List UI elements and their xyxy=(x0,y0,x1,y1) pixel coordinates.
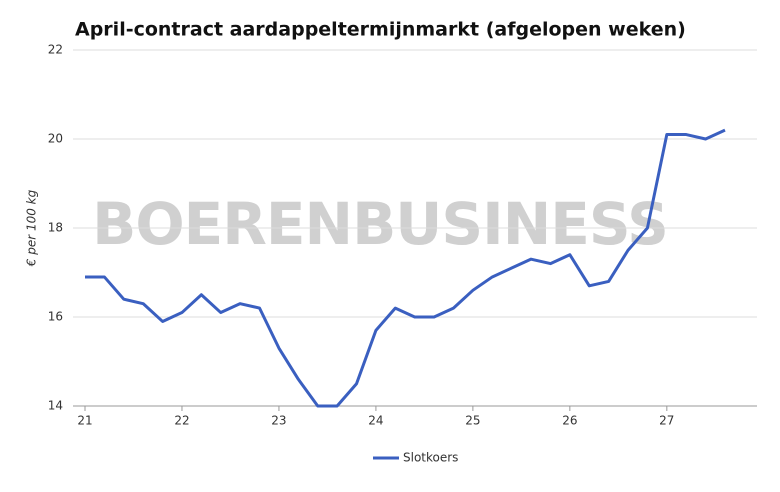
x-tick-label: 25 xyxy=(465,414,480,428)
x-tick-label: 21 xyxy=(77,414,92,428)
y-tick-label: 14 xyxy=(48,399,63,413)
y-tick-label: 16 xyxy=(48,310,63,324)
y-tick-label: 22 xyxy=(48,43,63,57)
chart-title: April-contract aardappeltermijnmarkt (af… xyxy=(75,19,686,41)
x-tick-label: 22 xyxy=(174,414,189,428)
line-series xyxy=(85,128,726,408)
watermark: BOERENBUSINESS xyxy=(92,190,668,258)
y-axis-label: € per 100 kg xyxy=(25,189,39,267)
x-tick-label: 27 xyxy=(659,414,674,428)
legend-label: Slotkoers xyxy=(403,451,458,465)
y-tick-label: 18 xyxy=(48,221,63,235)
x-tick-label: 24 xyxy=(368,414,383,428)
x-tick-label: 26 xyxy=(562,414,577,428)
x-tick-label: 23 xyxy=(271,414,286,428)
y-tick-label: 20 xyxy=(48,132,63,146)
